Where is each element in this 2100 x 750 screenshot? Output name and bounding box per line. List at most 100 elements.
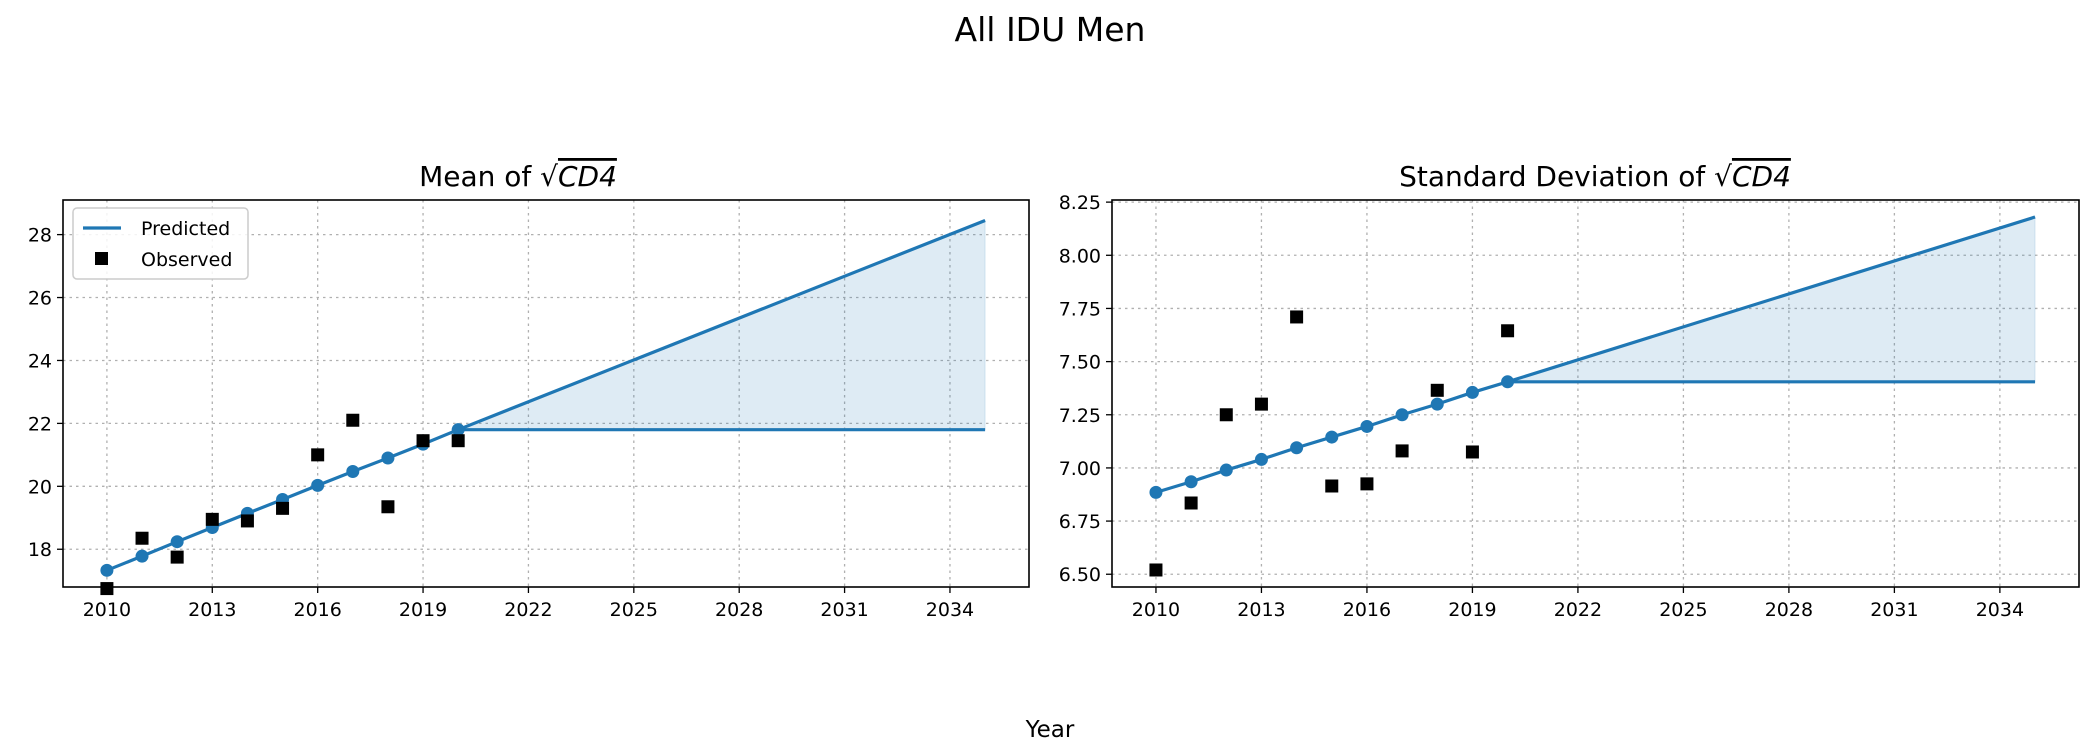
axis-ticks-mean: 2010 2013 2016 2019 2022 2025 2028 2031 20341820… — [28, 225, 974, 621]
predicted-point — [135, 549, 149, 563]
observed-point — [346, 413, 360, 427]
x-tick-label: 2034 — [926, 599, 974, 621]
x-tick-label: 2022 — [504, 599, 552, 621]
x-tick-label: 2025 — [610, 599, 658, 621]
observed-point — [1290, 310, 1304, 324]
axes-frame-sd — [1111, 199, 2080, 588]
x-tick-label: 2028 — [1765, 599, 1813, 621]
predicted-point — [1290, 441, 1304, 455]
predicted-point — [1395, 408, 1409, 422]
x-tick-label: 2019 — [1448, 599, 1496, 621]
x-tick-label: 2031 — [1870, 599, 1918, 621]
y-tick-label: 7.75 — [1059, 298, 1101, 320]
observed-point — [1501, 324, 1515, 338]
observed-series-sd — [1149, 310, 1515, 577]
x-tick-label: 2019 — [399, 599, 447, 621]
panel-mean-sqrt-cd4: Mean of √CD4 2010 2013 2016 2019 2022 2025 202… — [28, 160, 1030, 621]
observed-point — [416, 434, 430, 448]
predicted-point — [311, 478, 325, 492]
observed-point — [205, 512, 219, 526]
predicted-point — [100, 563, 114, 577]
x-tick-label: 2013 — [1237, 599, 1285, 621]
legend-observed-label: Observed — [141, 249, 232, 271]
x-tick-label: 2025 — [1659, 599, 1707, 621]
observed-point — [381, 500, 395, 514]
observed-point — [311, 448, 325, 462]
predicted-point — [170, 535, 184, 549]
x-tick-label: 2010 — [1132, 599, 1180, 621]
grid-lines-sd — [1112, 200, 2079, 587]
predicted-point — [346, 465, 360, 479]
y-tick-label: 18 — [28, 539, 52, 561]
observed-series-mean — [100, 413, 465, 596]
x-tick-label: 2013 — [188, 599, 236, 621]
observed-point — [1325, 479, 1339, 493]
observed-point — [1360, 477, 1374, 491]
observed-point — [1149, 563, 1163, 577]
x-tick-label: 2016 — [293, 599, 341, 621]
observed-point — [276, 501, 290, 515]
panel-title-mean-math: CD4 — [558, 160, 617, 193]
observed-point — [451, 434, 465, 448]
legend-predicted-label: Predicted — [141, 218, 230, 240]
panel-sd-sqrt-cd4: Standard Deviation of √CD4 2010 2013 2016 2… — [1059, 160, 2080, 621]
predicted-point — [1465, 385, 1479, 399]
observed-point — [1254, 397, 1268, 411]
predicted-point — [1254, 452, 1268, 466]
y-tick-label: 24 — [28, 350, 52, 372]
y-tick-label: 7.25 — [1059, 405, 1101, 427]
observed-point — [1430, 383, 1444, 397]
legend: Predicted Observed — [72, 207, 249, 280]
axis-ticks-sd: 2010 2013 2016 2019 2022 2025 2028 2031 2034 6.50… — [1059, 192, 2024, 621]
y-tick-label: 28 — [28, 225, 52, 247]
predicted-point — [1430, 397, 1444, 411]
y-tick-label: 7.50 — [1059, 352, 1101, 374]
y-tick-label: 6.75 — [1059, 511, 1101, 533]
projection-upper-line — [457, 218, 986, 432]
panel-title-sd: Standard Deviation of √CD4 — [1399, 160, 1791, 193]
observed-point — [1219, 408, 1233, 422]
x-tick-label: 2028 — [715, 599, 763, 621]
predicted-series-sd — [1149, 215, 2036, 499]
y-tick-label: 8.25 — [1059, 192, 1101, 214]
axes-frame-mean — [62, 199, 1030, 588]
observed-point — [135, 531, 149, 545]
x-tick-label: 2034 — [1976, 599, 2024, 621]
y-tick-label: 26 — [28, 288, 52, 310]
sqrt-symbol: √ — [1714, 160, 1732, 193]
figure-title: All IDU Men — [955, 10, 1146, 49]
observed-point — [170, 550, 184, 564]
y-tick-label: 22 — [28, 413, 52, 435]
predicted-point — [1501, 375, 1515, 389]
y-tick-label: 8.00 — [1059, 245, 1101, 267]
x-axis-label: Year — [1025, 717, 1075, 743]
observed-point — [1465, 445, 1479, 459]
observed-point — [240, 514, 254, 528]
predicted-point — [451, 423, 465, 437]
y-tick-label: 6.50 — [1059, 564, 1101, 586]
predicted-point — [381, 451, 395, 465]
legend-box — [72, 207, 249, 280]
panel-title-mean-prefix: Mean of — [419, 160, 540, 193]
sqrt-symbol: √ — [540, 160, 558, 193]
legend-observed-swatch — [95, 252, 108, 265]
panel-title-sd-prefix: Standard Deviation of — [1399, 160, 1714, 193]
x-tick-label: 2010 — [83, 599, 131, 621]
y-tick-label: 7.00 — [1059, 458, 1101, 480]
observed-point — [1395, 444, 1409, 458]
x-tick-label: 2031 — [820, 599, 868, 621]
projection-upper-line — [1507, 215, 2036, 384]
predicted-point — [1360, 419, 1374, 433]
predicted-point — [1149, 485, 1163, 499]
x-tick-label: 2022 — [1554, 599, 1602, 621]
panel-title-mean: Mean of √CD4 — [419, 160, 617, 193]
x-tick-label: 2016 — [1343, 599, 1391, 621]
panel-title-sd-math: CD4 — [1732, 160, 1791, 193]
predicted-point — [1219, 463, 1233, 477]
y-tick-label: 20 — [28, 476, 52, 498]
predicted-point — [1325, 430, 1339, 444]
observed-point — [1184, 496, 1198, 510]
predicted-point — [1184, 475, 1198, 489]
grid-lines-mean — [63, 200, 1029, 587]
